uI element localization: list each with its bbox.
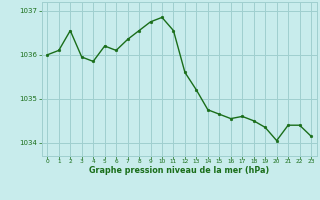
X-axis label: Graphe pression niveau de la mer (hPa): Graphe pression niveau de la mer (hPa) — [89, 166, 269, 175]
